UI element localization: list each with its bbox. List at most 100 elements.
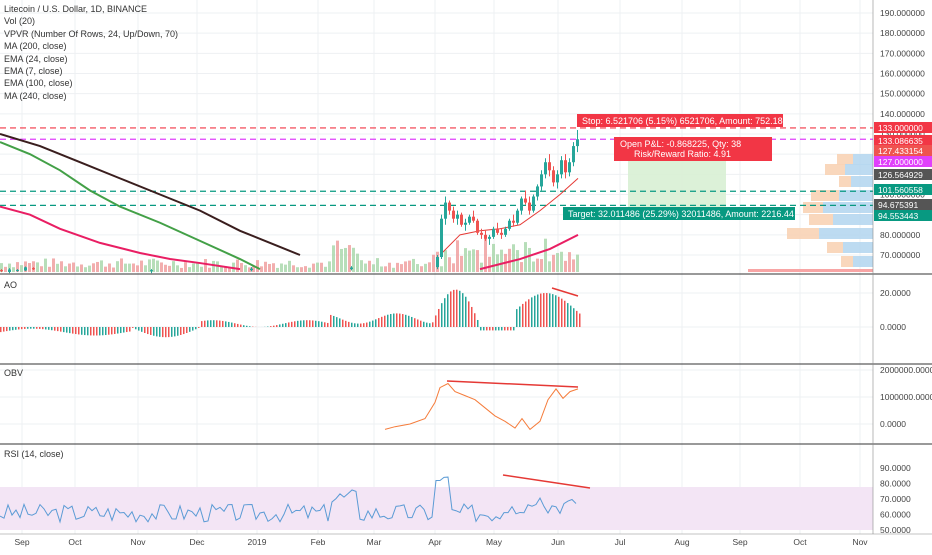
ao-bar: [399, 314, 401, 327]
legend-ema100[interactable]: EMA (100, close): [4, 77, 178, 89]
symbol-title[interactable]: Litecoin / U.S. Dollar, 1D, BINANCE: [4, 3, 178, 15]
target-zone: [628, 160, 726, 208]
rsi-pane-label[interactable]: RSI (14, close): [4, 449, 64, 460]
legend-vpvr[interactable]: VPVR (Number Of Rows, 24, Up/Down, 70): [4, 28, 178, 40]
price-tick-label: 150.000000: [880, 89, 925, 99]
ao-bar: [288, 322, 290, 327]
ao-bar: [201, 321, 203, 327]
vp-row-down: [841, 256, 853, 267]
candle-body: [476, 221, 479, 233]
price-tick-label: 190.000000: [880, 8, 925, 18]
volume-bar: [140, 261, 143, 272]
candle-body: [552, 170, 555, 182]
legend-ema7[interactable]: EMA (7, close): [4, 65, 178, 77]
volume-bar: [236, 260, 239, 272]
ao-bar: [504, 327, 506, 330]
price-badge-label: 133.000000: [878, 123, 923, 133]
ao-bar: [111, 327, 113, 334]
time-tick-label: Sep: [14, 537, 29, 547]
ao-bar: [576, 311, 578, 327]
ao-bar: [72, 327, 74, 334]
ao-bar: [90, 327, 92, 335]
candle-body: [572, 146, 575, 162]
volume-bar: [448, 257, 451, 272]
volume-bar: [552, 255, 555, 272]
candle-body: [480, 233, 483, 235]
ao-bar: [429, 323, 431, 327]
candle-body: [484, 235, 487, 239]
volume-bar: [44, 259, 47, 272]
legend-ema24[interactable]: EMA (24, close): [4, 53, 178, 65]
ao-bar: [192, 327, 194, 331]
ao-bar: [558, 297, 560, 327]
candle-body: [492, 229, 495, 237]
volume-bar: [336, 241, 339, 272]
ao-bar: [498, 327, 500, 330]
candle-body: [544, 162, 547, 174]
ao-bar: [243, 325, 245, 327]
price-tick-label: 70.000000: [880, 250, 920, 260]
volume-bar: [96, 262, 99, 272]
rr-label-text: Risk/Reward Ratio: 4.91: [634, 149, 731, 159]
ao-bar: [450, 291, 452, 327]
time-tick-label: Dec: [189, 537, 205, 547]
volume-bar: [168, 266, 171, 272]
time-tick-label: Nov: [852, 537, 868, 547]
volume-bar: [344, 248, 347, 272]
ao-bar: [441, 303, 443, 327]
ao-bar: [129, 327, 131, 332]
ao-bar: [117, 327, 119, 334]
candle-body: [560, 160, 563, 174]
volume-bar: [520, 262, 523, 272]
vp-row-up: [853, 154, 873, 165]
ao-bar: [273, 326, 275, 327]
legend-volume[interactable]: Vol (20): [4, 15, 178, 27]
price-tick-label: 170.000000: [880, 48, 925, 58]
time-tick-label: May: [486, 537, 503, 547]
ao-bar: [579, 314, 581, 327]
ao-bar: [534, 296, 536, 327]
volume-bar: [340, 249, 343, 272]
ao-bar: [84, 327, 86, 335]
volume-bar: [400, 264, 403, 272]
volume-bar: [72, 263, 75, 272]
ao-bar: [81, 327, 83, 335]
obv-pane-label[interactable]: OBV: [4, 368, 23, 379]
ao-bar: [384, 316, 386, 327]
ao-bar: [495, 327, 497, 330]
volume-bar: [320, 263, 323, 272]
candle-body: [500, 233, 503, 235]
volume-bar: [20, 265, 23, 272]
legend-ma200[interactable]: MA (200, close): [4, 40, 178, 52]
volume-bar: [328, 261, 331, 272]
volume-bar: [160, 262, 163, 272]
volume-bar: [244, 265, 247, 272]
volume-bar: [64, 266, 67, 272]
target-label-text: Target: 32.011486 (25.29%) 32011486, Amo…: [568, 209, 794, 219]
volume-bar: [68, 264, 71, 272]
candle-body: [528, 203, 531, 211]
ao-pane-label[interactable]: AO: [4, 280, 17, 291]
ao-bar: [468, 301, 470, 327]
volume-bar: [56, 264, 59, 272]
ao-bar: [246, 326, 248, 327]
time-tick-label: Nov: [130, 537, 146, 547]
ao-bar: [180, 327, 182, 335]
ao-bar: [291, 322, 293, 327]
volume-bar: [92, 263, 95, 272]
volume-bar: [128, 264, 131, 272]
ao-bar: [30, 327, 32, 329]
legend-ma240[interactable]: MA (240, close): [4, 90, 178, 102]
ao-bar: [342, 320, 344, 327]
rsi-tick-label: 70.0000: [880, 494, 911, 504]
time-tick-label: Aug: [674, 537, 689, 547]
ao-bar: [156, 327, 158, 336]
volume-bar: [164, 265, 167, 272]
ao-bar: [102, 327, 104, 335]
ao-bar: [369, 322, 371, 327]
ao-bar: [372, 321, 374, 327]
volume-bar: [100, 260, 103, 272]
vp-row-down: [825, 164, 845, 175]
